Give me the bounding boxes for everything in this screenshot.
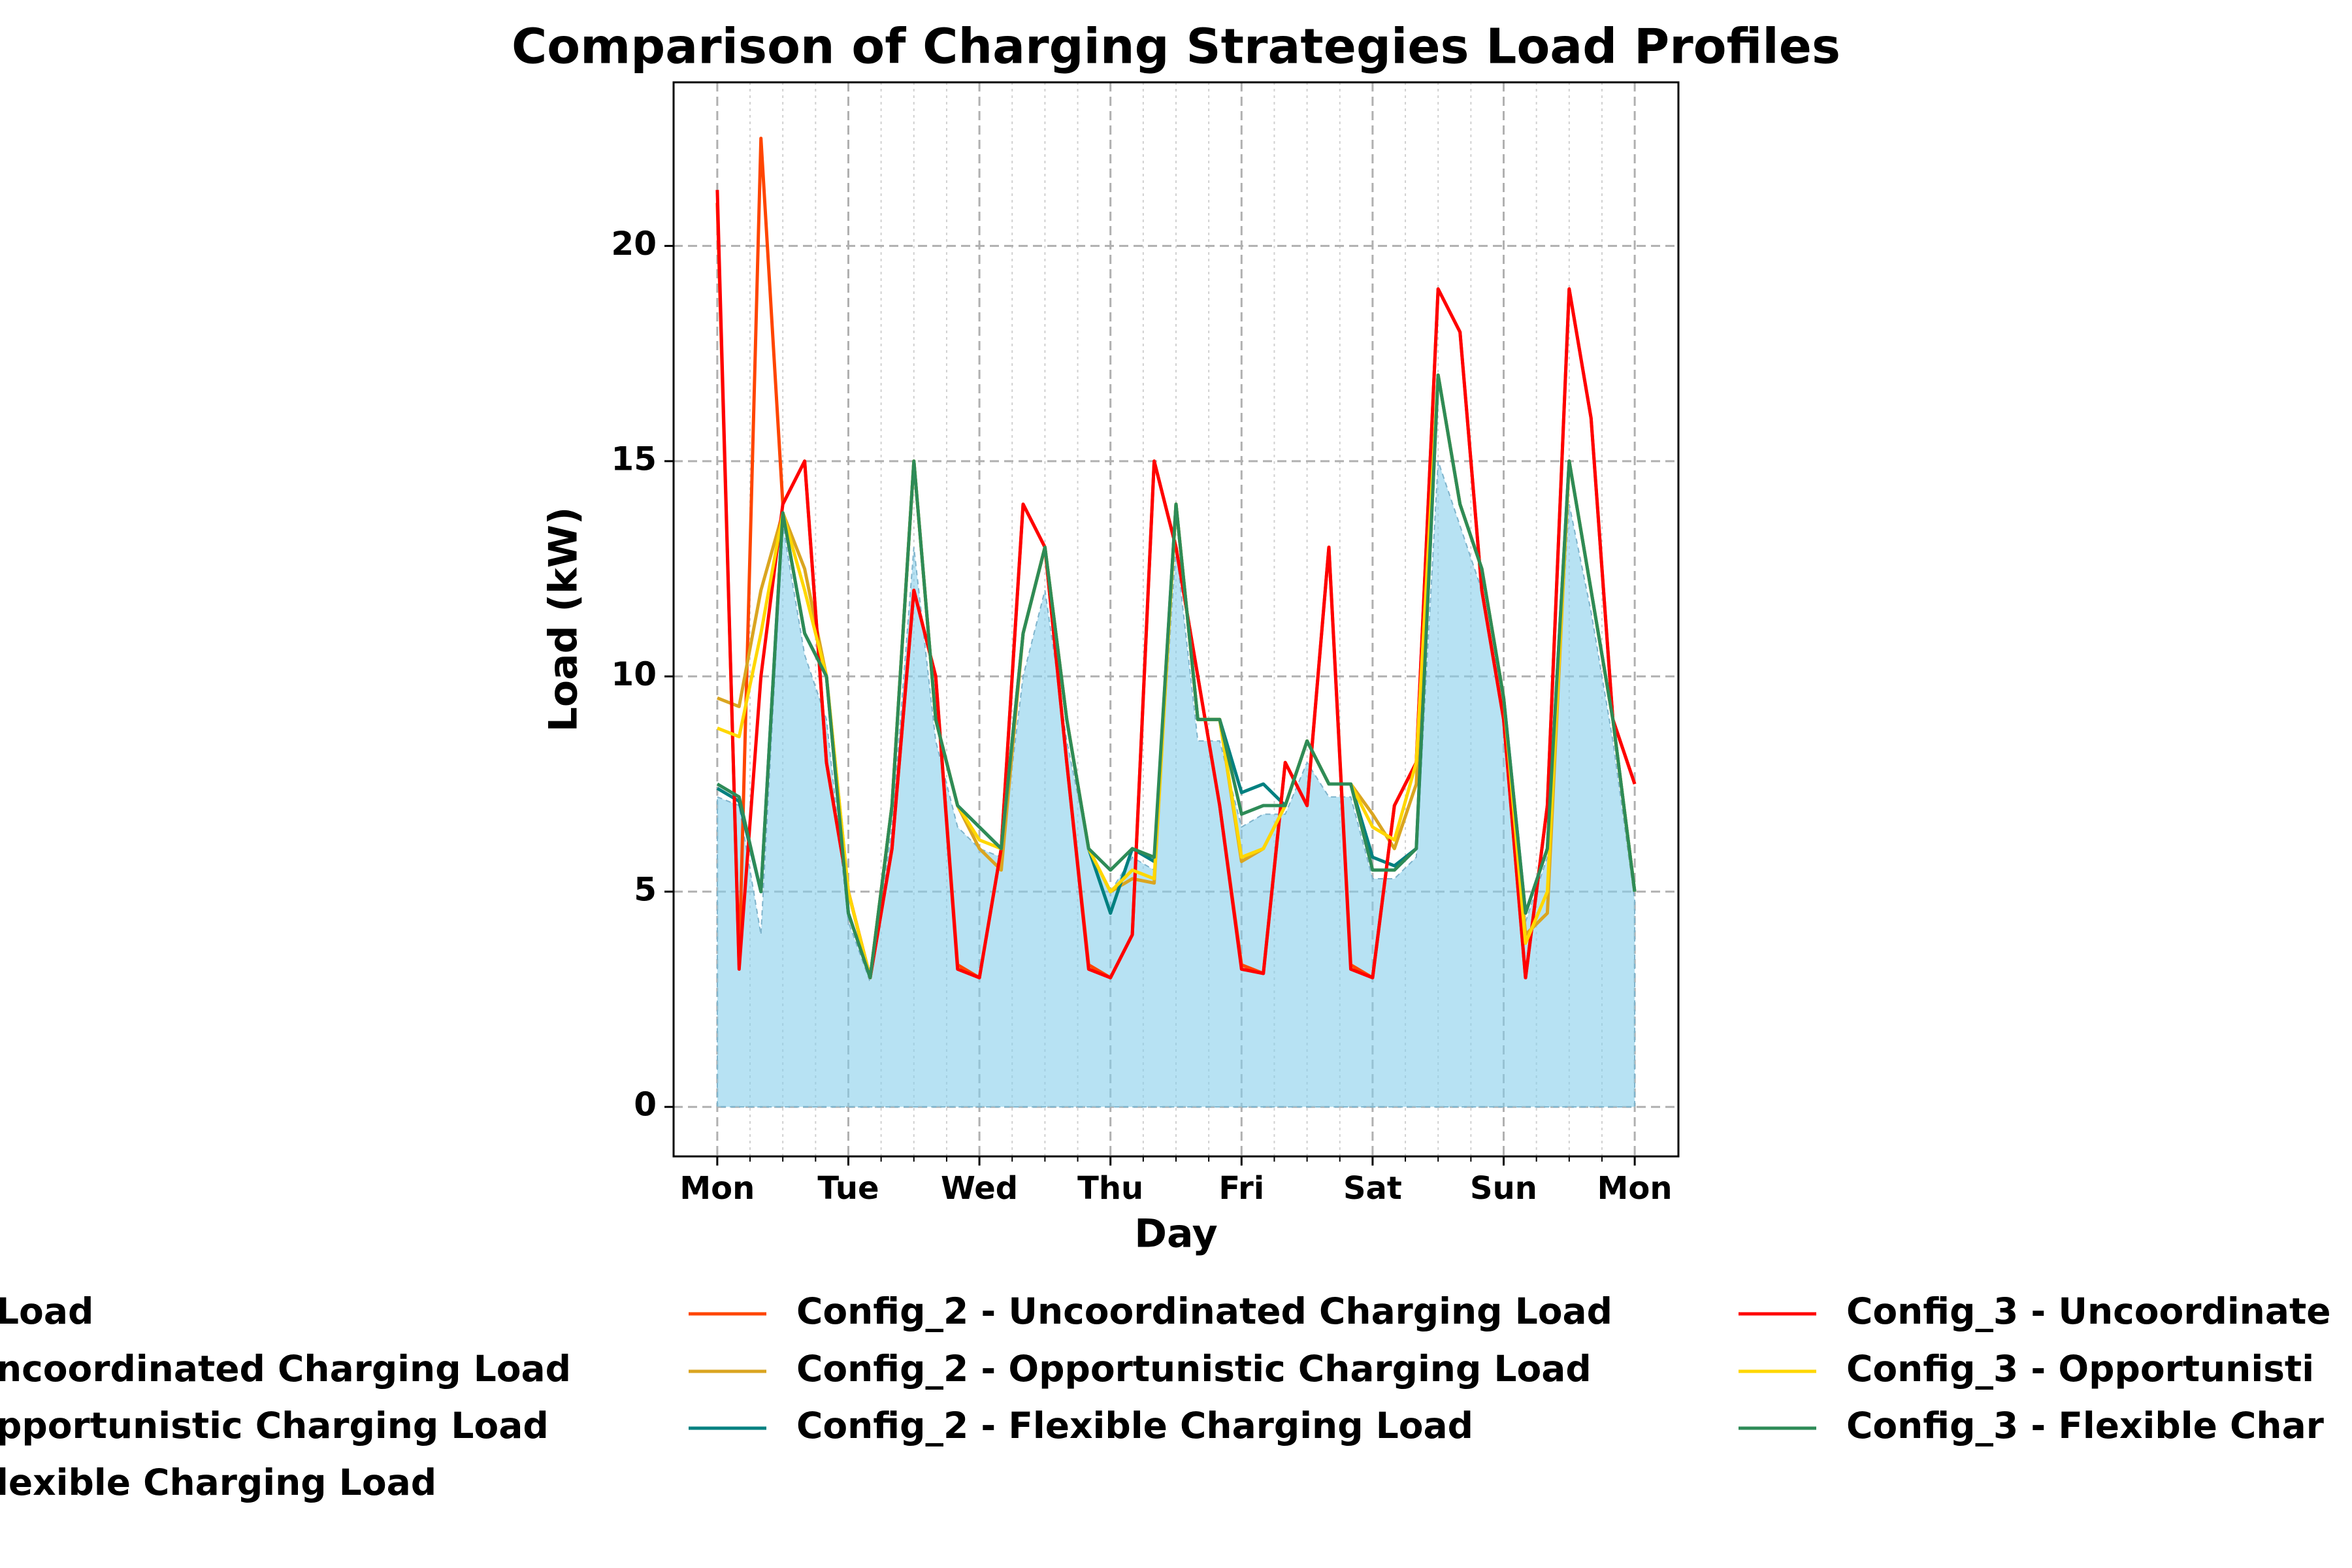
y-tick-label: 15 [611,440,657,478]
legend-label: Config_2 - Opportunistic Charging Load [796,1348,1592,1390]
legend-label: Config_2 - Uncoordinated Charging Load [796,1290,1612,1332]
x-tick-label: Wed [941,1170,1018,1207]
legend-label: ncoordinated Charging Load [0,1348,571,1390]
legend-label: lexible Charging Load [0,1462,436,1503]
x-tick-label: Tue [817,1170,879,1207]
x-tick-label: Fri [1218,1170,1264,1207]
x-tick-label: Sat [1343,1170,1402,1207]
x-axis-label: Day [1134,1211,1218,1257]
y-tick-label: 5 [634,870,657,908]
plot-frame [672,81,1680,1158]
x-tick-label: Mon [1597,1170,1673,1207]
legend-label: Config_2 - Flexible Charging Load [796,1405,1473,1446]
y-tick-label: 10 [611,655,657,693]
area [716,461,1636,1108]
x-tick-label: Mon [679,1170,755,1207]
x-tick-label: Sun [1470,1170,1537,1207]
chart-title: Comparison of Charging Strategies Load P… [512,19,1840,75]
legend-label: Config_3 - Opportunisti [1846,1348,2314,1390]
line [716,373,1637,979]
y-tick-label: 20 [611,225,657,263]
legend-label: pportunistic Charging Load [0,1405,549,1446]
y-tick-label: 0 [634,1086,657,1124]
legend-label: Load [0,1290,93,1332]
legend-label: Config_3 - Uncoordinate [1846,1290,2331,1332]
x-tick-label: Thu [1077,1170,1143,1207]
legend-label: Config_3 - Flexible Char [1846,1405,2324,1446]
y-axis-label: Load (kW) [541,507,587,732]
